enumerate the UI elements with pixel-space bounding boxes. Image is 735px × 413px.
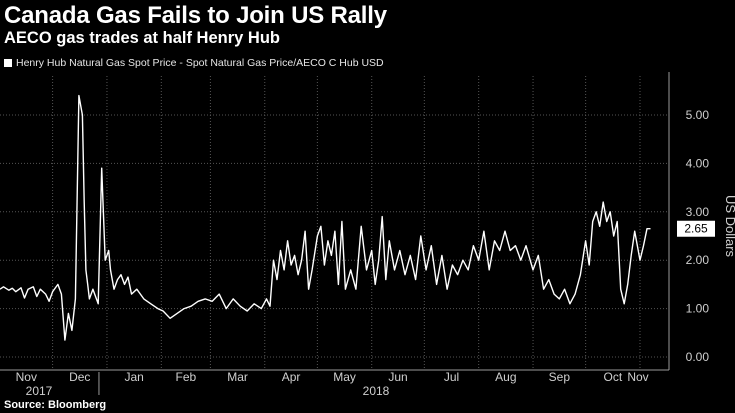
- y-tick-label: 4.00: [686, 156, 710, 170]
- x-tick-label: Aug: [495, 370, 516, 384]
- x-year-label: 2018: [363, 384, 390, 398]
- y-tick-label: 2.00: [686, 253, 710, 267]
- chart-subtitle: AECO gas trades at half Henry Hub: [4, 29, 280, 47]
- y-axis-label: US Dollars: [723, 195, 735, 258]
- x-tick-label: May: [333, 370, 356, 384]
- x-tick-label: Jul: [444, 370, 459, 384]
- x-tick-label: Feb: [176, 370, 197, 384]
- y-tick-label: 5.00: [686, 108, 710, 122]
- legend-swatch: [4, 59, 12, 67]
- x-tick-label: Sep: [549, 370, 571, 384]
- x-year-label: 2017: [26, 384, 53, 398]
- x-tick-label: Dec: [69, 370, 90, 384]
- x-tick-label: Nov: [16, 370, 37, 384]
- y-tick-label: 0.00: [686, 350, 710, 364]
- x-tick-label: Jun: [388, 370, 407, 384]
- legend: Henry Hub Natural Gas Spot Price - Spot …: [4, 57, 384, 69]
- series-line: [0, 94, 651, 341]
- y-tick-label: 1.00: [686, 302, 710, 316]
- chart-title: Canada Gas Fails to Join US Rally: [4, 2, 387, 29]
- last-value-box: [677, 220, 715, 237]
- legend-label: Henry Hub Natural Gas Spot Price - Spot …: [16, 57, 384, 69]
- y-tick-label: 3.00: [686, 205, 710, 219]
- x-tick-label: Oct: [603, 370, 622, 384]
- x-tick-label: Apr: [282, 370, 301, 384]
- x-tick-label: Jan: [124, 370, 143, 384]
- x-tick-label: Mar: [227, 370, 248, 384]
- source-note: Source: Bloomberg: [4, 399, 107, 411]
- x-tick-label: Nov: [627, 370, 648, 384]
- last-value-label: 2.65: [684, 222, 708, 236]
